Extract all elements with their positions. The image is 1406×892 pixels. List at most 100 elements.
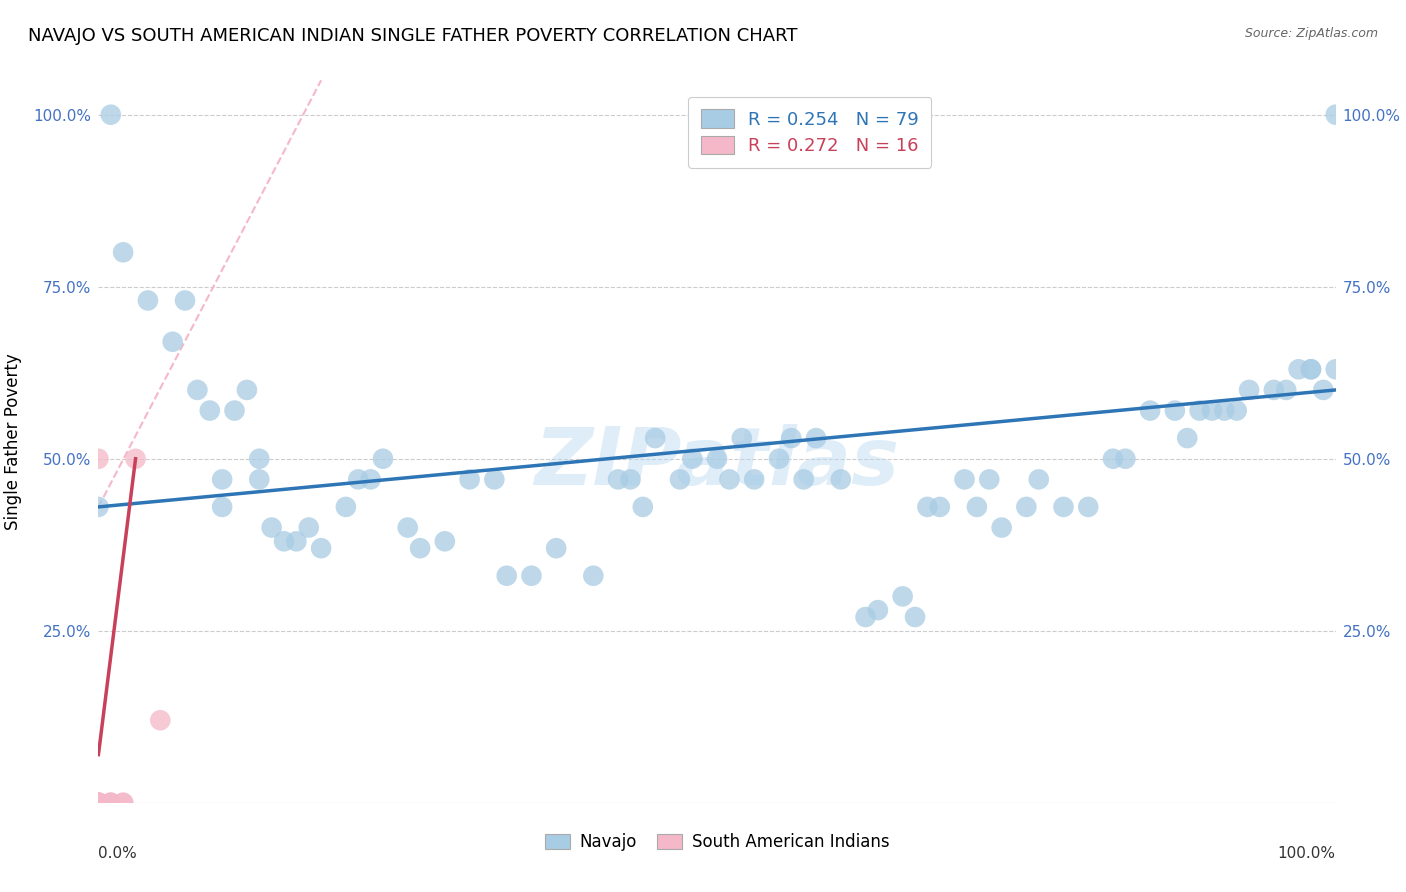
Point — [285, 534, 308, 549]
Point — [409, 541, 432, 556]
Point — [1324, 108, 1347, 122]
Point — [87, 796, 110, 810]
Point — [1139, 403, 1161, 417]
Point — [1324, 362, 1347, 376]
Point — [247, 451, 270, 466]
Point — [990, 520, 1012, 534]
Point — [87, 796, 110, 810]
Text: ZIPatlas: ZIPatlas — [534, 425, 900, 502]
Point — [247, 472, 270, 486]
Point — [211, 472, 233, 486]
Point — [458, 472, 481, 486]
Point — [1226, 403, 1249, 417]
Point — [780, 431, 803, 445]
Point — [224, 403, 246, 417]
Point — [87, 500, 110, 514]
Point — [928, 500, 950, 514]
Point — [742, 472, 765, 486]
Point — [211, 500, 233, 514]
Point — [966, 500, 988, 514]
Point — [631, 500, 654, 514]
Point — [1164, 403, 1187, 417]
Point — [87, 796, 110, 810]
Point — [953, 472, 976, 486]
Point — [273, 534, 295, 549]
Point — [830, 472, 852, 486]
Point — [149, 713, 172, 727]
Point — [87, 796, 110, 810]
Point — [855, 610, 877, 624]
Point — [1114, 451, 1136, 466]
Legend: Navajo, South American Indians: Navajo, South American Indians — [536, 825, 898, 860]
Point — [1288, 362, 1310, 376]
Point — [731, 431, 754, 445]
Point — [298, 520, 321, 534]
Point — [1312, 383, 1334, 397]
Text: NAVAJO VS SOUTH AMERICAN INDIAN SINGLE FATHER POVERTY CORRELATION CHART: NAVAJO VS SOUTH AMERICAN INDIAN SINGLE F… — [28, 27, 797, 45]
Point — [1201, 403, 1223, 417]
Point — [1188, 403, 1211, 417]
Point — [619, 472, 641, 486]
Point — [804, 431, 827, 445]
Point — [162, 334, 184, 349]
Point — [1299, 362, 1322, 376]
Point — [371, 451, 394, 466]
Point — [1077, 500, 1099, 514]
Point — [644, 431, 666, 445]
Point — [706, 451, 728, 466]
Point — [1015, 500, 1038, 514]
Point — [100, 796, 122, 810]
Point — [87, 796, 110, 810]
Text: 100.0%: 100.0% — [1278, 847, 1336, 861]
Point — [681, 451, 703, 466]
Point — [866, 603, 889, 617]
Point — [87, 796, 110, 810]
Point — [495, 568, 517, 582]
Point — [186, 383, 208, 397]
Point — [979, 472, 1001, 486]
Point — [546, 541, 568, 556]
Point — [124, 451, 146, 466]
Point — [718, 472, 741, 486]
Point — [309, 541, 332, 556]
Point — [891, 590, 914, 604]
Point — [793, 472, 815, 486]
Point — [112, 245, 135, 260]
Point — [917, 500, 939, 514]
Point — [768, 451, 790, 466]
Point — [112, 796, 135, 810]
Point — [484, 472, 506, 486]
Point — [433, 534, 456, 549]
Point — [1052, 500, 1074, 514]
Point — [174, 293, 197, 308]
Point — [87, 796, 110, 810]
Point — [1102, 451, 1125, 466]
Point — [360, 472, 382, 486]
Point — [260, 520, 283, 534]
Point — [87, 451, 110, 466]
Point — [1175, 431, 1198, 445]
Text: Source: ZipAtlas.com: Source: ZipAtlas.com — [1244, 27, 1378, 40]
Text: 0.0%: 0.0% — [98, 847, 138, 861]
Point — [1028, 472, 1050, 486]
Point — [136, 293, 159, 308]
Point — [347, 472, 370, 486]
Point — [669, 472, 692, 486]
Point — [100, 796, 122, 810]
Point — [236, 383, 259, 397]
Point — [520, 568, 543, 582]
Point — [607, 472, 630, 486]
Point — [1237, 383, 1260, 397]
Point — [1263, 383, 1285, 397]
Point — [100, 796, 122, 810]
Point — [335, 500, 357, 514]
Point — [198, 403, 221, 417]
Point — [904, 610, 927, 624]
Point — [1299, 362, 1322, 376]
Point — [100, 108, 122, 122]
Y-axis label: Single Father Poverty: Single Father Poverty — [4, 353, 22, 530]
Point — [112, 796, 135, 810]
Point — [1275, 383, 1298, 397]
Point — [582, 568, 605, 582]
Point — [396, 520, 419, 534]
